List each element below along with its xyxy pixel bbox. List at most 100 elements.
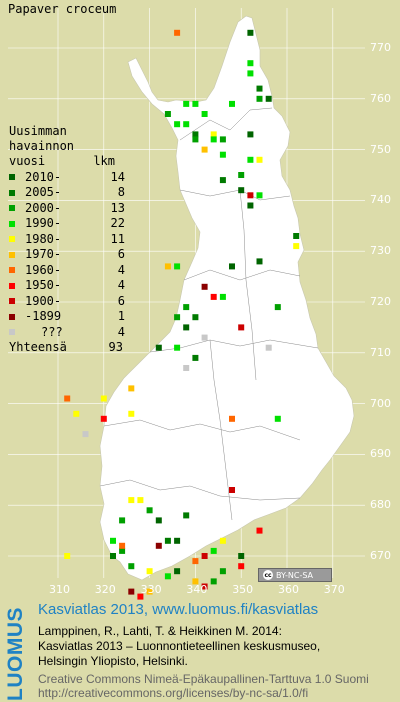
legend-period: 2005-: [25, 185, 62, 200]
observation-marker: [146, 588, 153, 595]
observation-marker: [229, 263, 235, 270]
observation-marker: [174, 29, 181, 36]
legend-swatch: [9, 251, 15, 258]
observation-marker: [64, 553, 71, 559]
observation-marker: [247, 29, 254, 36]
legend-row: 1980- 11: [9, 232, 125, 248]
legend-row: 1950- 4: [9, 278, 125, 294]
x-tick-label: 330: [140, 583, 162, 596]
legend-period: 1900-: [25, 293, 62, 308]
observation-marker: [119, 517, 126, 524]
observation-marker: [210, 547, 217, 554]
legend-period: 2010-: [25, 169, 62, 184]
x-tick-label: 360: [278, 583, 299, 596]
observation-marker: [247, 156, 254, 163]
legend-period: 2000-: [25, 200, 62, 215]
credit-authors: Lamppinen, R., Lahti, T. & Heikkinen M. …: [38, 624, 282, 638]
legend: Uusimman havainnon vuosi lkm 2010- 14 2005…: [9, 124, 125, 356]
legend-total-count: 93: [108, 340, 123, 355]
observation-marker: [256, 192, 263, 199]
credit-license-url[interactable]: http://creativecommons.org/licenses/by-n…: [38, 686, 309, 700]
legend-swatch: [9, 329, 15, 336]
observation-marker: [128, 563, 135, 570]
observation-marker: [174, 314, 181, 321]
credit-license: Creative Commons Nimeä-Epäkaupallinen-Ta…: [38, 672, 369, 686]
observation-marker: [183, 512, 190, 519]
observation-marker: [256, 85, 263, 92]
species-title: Papaver croceum: [8, 2, 117, 16]
legend-period: -1899: [25, 309, 62, 324]
observation-marker: [247, 202, 254, 209]
observation-marker: [174, 537, 181, 544]
observation-marker: [210, 293, 217, 300]
observation-marker: [137, 593, 144, 600]
observation-marker: [192, 314, 199, 321]
credit-atlas-link[interactable]: Kasviatlas 2013, www.luomus.fi/kasviatla…: [38, 601, 319, 618]
cc-license-badge[interactable]: cc BY-NC-SA: [258, 568, 332, 582]
legend-swatch: [9, 313, 15, 320]
y-tick-label: 670: [370, 549, 391, 562]
x-tick-label: 340: [186, 583, 208, 596]
legend-column-headers: vuosi lkm: [9, 154, 125, 170]
legend-count: 4: [117, 278, 125, 293]
legend-swatch: [9, 189, 15, 196]
observation-marker: [174, 263, 181, 270]
observation-marker: [247, 131, 254, 138]
x-tick-label: 320: [94, 583, 116, 596]
observation-marker: [238, 563, 245, 570]
legend-total-row: Yhteensä 93: [9, 340, 125, 356]
observation-marker: [164, 111, 171, 117]
finland-land: [99, 15, 355, 581]
legend-count: 13: [110, 200, 125, 215]
legend-row: 2005- 8: [9, 185, 125, 201]
y-tick-label: 730: [370, 244, 391, 258]
observation-marker: [192, 136, 199, 143]
observation-marker: [201, 334, 208, 341]
observation-marker: [174, 568, 181, 575]
legend-row: -1899 1: [9, 309, 125, 325]
observation-marker: [192, 131, 199, 138]
cc-badge-label: BY-NC-SA: [276, 570, 314, 580]
cc-icon: cc: [263, 570, 273, 580]
legend-col-year: vuosi: [9, 154, 46, 169]
y-tick-label: 760: [370, 91, 391, 105]
observation-marker: [64, 395, 71, 402]
legend-period: 1990-: [25, 216, 62, 231]
y-tick-label: 740: [370, 193, 391, 207]
observation-marker: [164, 573, 171, 580]
legend-period: ???: [41, 324, 63, 339]
observation-marker: [82, 431, 89, 438]
observation-marker: [174, 121, 181, 128]
observation-marker: [247, 70, 254, 77]
observation-marker: [247, 60, 254, 67]
observation-marker: [192, 354, 199, 361]
observation-marker: [265, 95, 272, 102]
legend-col-count: lkm: [93, 154, 115, 169]
legend-swatch: [9, 174, 15, 181]
observation-marker: [128, 410, 135, 417]
legend-row: 1970- 6: [9, 247, 125, 263]
legend-period: 1980-: [25, 231, 62, 246]
observation-marker: [219, 177, 226, 184]
observation-marker: [265, 344, 272, 351]
observation-marker: [164, 537, 171, 544]
y-tick-label: 770: [370, 41, 391, 54]
legend-row: 1990- 22: [9, 216, 125, 232]
observation-marker: [238, 553, 245, 559]
legend-count: 22: [110, 216, 125, 231]
credit-publisher: Helsingin Yliopisto, Helsinki.: [38, 654, 188, 668]
observation-marker: [128, 588, 135, 595]
observation-marker: [146, 507, 153, 514]
legend-count: 6: [117, 293, 125, 308]
y-tick-label: 720: [370, 295, 391, 308]
observation-marker: [219, 136, 226, 143]
legend-count: 1: [117, 309, 125, 324]
observation-layer: [64, 29, 300, 600]
observation-marker: [128, 497, 135, 504]
observation-marker: [119, 547, 126, 554]
legend-row: 2010- 14: [9, 170, 125, 186]
legend-count: 8: [117, 185, 125, 200]
x-tick-label: 350: [232, 583, 254, 596]
observation-marker: [293, 243, 300, 250]
observation-marker: [183, 100, 190, 107]
